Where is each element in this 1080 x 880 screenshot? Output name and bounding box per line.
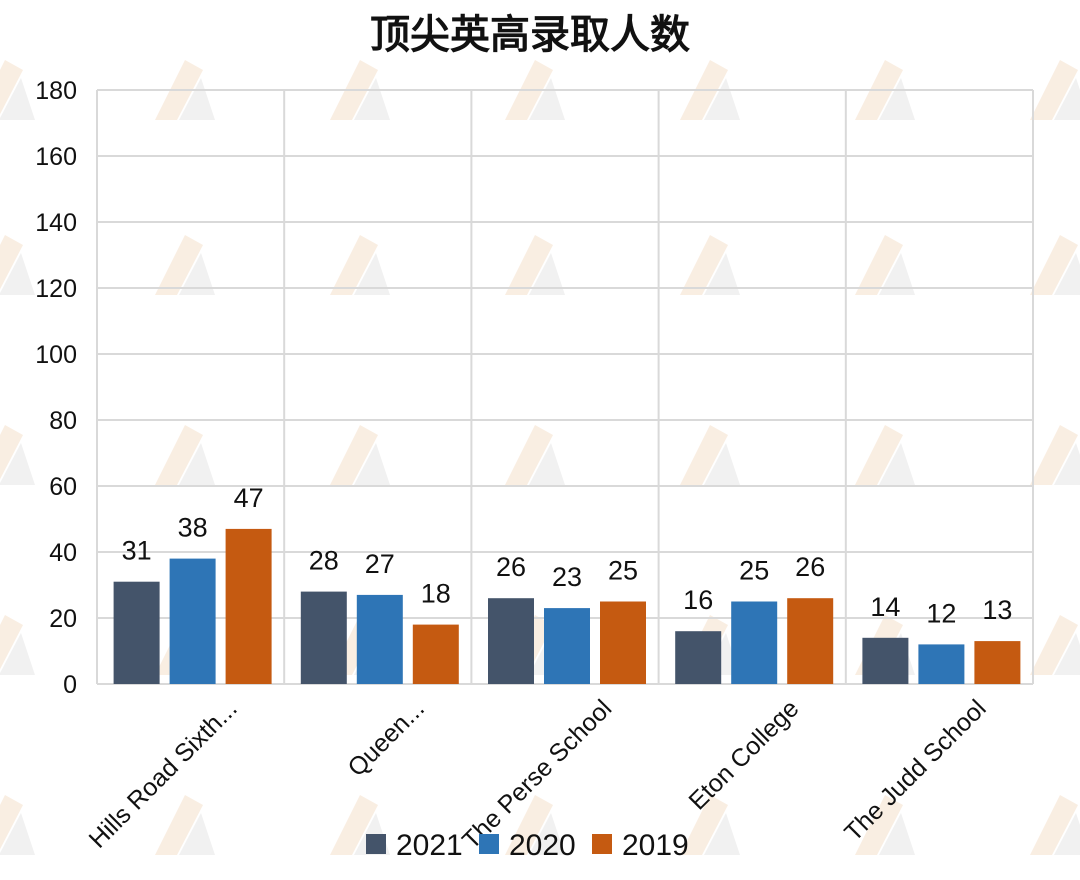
legend-item: 2020	[479, 829, 576, 862]
bar	[731, 601, 778, 684]
legend-label: 2020	[509, 829, 576, 862]
y-tick-label: 120	[35, 275, 77, 303]
watermark-logo	[855, 235, 915, 295]
y-tick-label: 180	[35, 77, 77, 105]
legend-label: 2021	[396, 829, 463, 862]
watermark-logo	[505, 235, 565, 295]
bars	[113, 528, 1021, 684]
bar	[974, 641, 1021, 684]
watermark-logo	[330, 425, 390, 485]
data-label: 25	[608, 556, 638, 586]
watermark-logo	[1030, 795, 1080, 855]
legend-swatch	[479, 834, 499, 854]
watermark-logo	[0, 795, 35, 855]
data-label: 27	[365, 549, 395, 579]
bar	[544, 608, 590, 684]
y-tick-label: 20	[49, 605, 77, 633]
data-label: 23	[552, 562, 582, 592]
bar	[918, 644, 965, 684]
data-label: 28	[309, 546, 339, 576]
watermark-logo	[155, 425, 215, 485]
watermark-logo	[1030, 615, 1080, 675]
bar	[862, 637, 909, 684]
data-label: 14	[870, 592, 900, 622]
watermark-logo	[155, 795, 215, 855]
watermark-logo	[330, 235, 390, 295]
data-label: 12	[926, 598, 956, 628]
watermark-logo	[155, 235, 215, 295]
y-tick-label: 0	[63, 671, 77, 699]
bar	[356, 594, 403, 684]
bar	[412, 624, 459, 684]
y-tick-label: 80	[49, 407, 77, 435]
watermark-logo	[1030, 60, 1080, 120]
data-labels: 31 38 47 28 27 18 26 23 25 16 25 26 14 12 13	[122, 483, 1013, 629]
legend-swatch	[592, 834, 612, 854]
y-tick-label: 160	[35, 143, 77, 171]
x-tick-label: Hills Road Sixth...	[84, 694, 243, 853]
y-tick-label: 140	[35, 209, 77, 237]
watermark-logo	[0, 425, 35, 485]
watermark-logo	[505, 425, 565, 485]
data-label: 13	[982, 595, 1012, 625]
bar	[600, 601, 646, 684]
watermark-logo	[855, 795, 915, 855]
watermark-logo	[855, 425, 915, 485]
watermark-logo	[0, 235, 35, 295]
watermark-logo	[1030, 235, 1080, 295]
watermark-logo	[0, 615, 35, 675]
y-tick-label: 100	[35, 341, 77, 369]
y-tick-label: 60	[49, 473, 77, 501]
bar	[300, 591, 347, 684]
data-label: 31	[122, 536, 152, 566]
watermark-logo	[1030, 425, 1080, 485]
legend-item: 2021	[366, 829, 463, 862]
bar	[225, 528, 272, 684]
bar	[787, 598, 834, 684]
x-tick-label: Queen...	[342, 694, 430, 782]
data-label: 16	[683, 585, 713, 615]
watermark-logo	[0, 60, 35, 120]
bar	[169, 558, 216, 684]
legend-item: 2019	[592, 829, 689, 862]
data-label: 26	[496, 552, 526, 582]
data-label: 25	[739, 556, 769, 586]
watermark-logo	[680, 425, 740, 485]
chart-title: 顶尖英高录取人数	[370, 12, 690, 58]
data-label: 38	[178, 513, 208, 543]
bar	[113, 581, 160, 684]
x-tick-label: The Judd School	[839, 694, 991, 846]
data-label: 26	[795, 552, 825, 582]
watermark-logo	[680, 795, 740, 855]
y-tick-label: 40	[49, 539, 77, 567]
bar	[488, 598, 534, 684]
watermark-logo	[505, 795, 565, 855]
watermark-logo	[680, 235, 740, 295]
y-axis: 0 20 40 60 80 100 120 140 160 180	[35, 77, 77, 699]
x-tick-label: Eton College	[683, 694, 804, 815]
legend-label: 2019	[622, 829, 689, 862]
data-label: 47	[234, 483, 264, 513]
data-label: 18	[421, 579, 451, 609]
watermark-layer	[0, 60, 1080, 855]
legend-swatch	[366, 834, 386, 854]
bar	[675, 631, 722, 684]
legend: 2021 2020 2019	[366, 829, 689, 862]
